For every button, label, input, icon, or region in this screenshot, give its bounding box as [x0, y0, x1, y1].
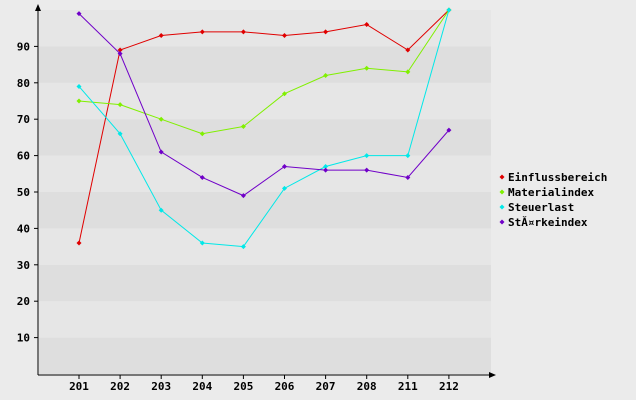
- grid-band: [39, 155, 491, 192]
- data-point: [446, 7, 452, 13]
- data-point: [199, 131, 205, 137]
- data-point: [282, 32, 287, 38]
- y-tick-label: 60: [17, 150, 30, 163]
- legend-marker: [499, 174, 505, 180]
- y-tick-label: 80: [17, 77, 30, 90]
- series-path: [78, 9, 450, 135]
- data-point: [158, 149, 164, 155]
- x-tick-label: 212: [439, 380, 459, 393]
- grid-band: [39, 82, 491, 120]
- data-point: [76, 83, 82, 89]
- data-point: [364, 22, 370, 28]
- x-tick-label: 207: [316, 380, 336, 393]
- grid-band: [39, 10, 491, 47]
- x-tick-label: 202: [110, 380, 130, 393]
- data-point: [405, 153, 411, 159]
- legend-item: Steuerlast: [499, 201, 574, 214]
- x-tick-label: 201: [69, 380, 89, 393]
- data-point: [117, 51, 123, 57]
- data-point: [323, 164, 329, 170]
- axes: [35, 4, 496, 378]
- data-point: [364, 153, 370, 159]
- legend-marker: [499, 219, 505, 225]
- data-point: [76, 240, 82, 246]
- y-tick-label: 30: [17, 259, 30, 272]
- data-point: [117, 102, 123, 108]
- data-point: [364, 167, 370, 173]
- data-point: [446, 127, 452, 133]
- data-point: [76, 11, 82, 17]
- grid-band: [39, 228, 491, 265]
- data-point: [405, 47, 411, 53]
- series-line: [76, 7, 452, 246]
- x-axis-arrow: [489, 372, 496, 378]
- legend: Einflussbereich Materialindex Steuerlast St…: [499, 171, 607, 229]
- y-tick-label: 70: [17, 113, 30, 126]
- y-tick-label: 20: [17, 295, 30, 308]
- x-ticks: 201 202 203 204 205 206 207 208 211 212: [69, 375, 459, 393]
- y-ticks: 10 20 30 40 50 60 70 80 90: [17, 40, 38, 345]
- data-point: [158, 32, 164, 38]
- series-line: [76, 7, 452, 250]
- data-point: [199, 29, 205, 35]
- data-point: [240, 29, 246, 35]
- legend-marker: [499, 204, 505, 210]
- data-point: [323, 73, 329, 79]
- grid-band: [39, 46, 491, 83]
- data-point: [282, 185, 287, 191]
- legend-item: Materialindex: [499, 186, 594, 199]
- legend-label: Einflussbereich: [508, 171, 607, 184]
- legend-label: StĂ¤rkeindex: [508, 216, 588, 229]
- y-tick-label: 90: [17, 40, 30, 53]
- data-point: [323, 29, 329, 35]
- x-tick-label: 211: [398, 380, 418, 393]
- grid-band: [39, 301, 491, 338]
- grid-band: [39, 192, 491, 229]
- data-point: [405, 69, 411, 75]
- y-tick-label: 50: [17, 186, 30, 199]
- y-tick-label: 10: [17, 332, 30, 345]
- data-point: [240, 123, 246, 129]
- series-path: [78, 13, 450, 197]
- data-point: [364, 65, 370, 71]
- grid-band: [39, 119, 491, 156]
- series-path: [78, 9, 450, 248]
- legend-label: Steuerlast: [508, 201, 574, 214]
- series-path: [78, 9, 450, 244]
- data-point: [158, 116, 164, 122]
- data-point: [117, 131, 123, 137]
- legend-item: StĂ¤rkeindex: [499, 216, 588, 229]
- series-group: [76, 7, 452, 250]
- grid-band: [39, 264, 491, 302]
- x-tick-label: 205: [233, 380, 253, 393]
- y-axis-arrow: [35, 4, 41, 11]
- legend-label: Materialindex: [508, 186, 594, 199]
- x-tick-label: 206: [275, 380, 295, 393]
- grid-band: [39, 337, 491, 374]
- x-tick-label: 204: [192, 380, 212, 393]
- series-line: [76, 11, 452, 199]
- data-point: [158, 207, 164, 213]
- data-point: [240, 193, 246, 199]
- data-point: [76, 98, 82, 104]
- x-tick-label: 208: [357, 380, 377, 393]
- x-tick-label: 203: [151, 380, 171, 393]
- data-point: [323, 167, 329, 173]
- legend-marker: [499, 189, 505, 195]
- data-point: [282, 164, 287, 170]
- data-point: [405, 174, 411, 180]
- data-point: [199, 174, 205, 180]
- y-tick-label: 40: [17, 222, 30, 235]
- data-point: [240, 244, 246, 250]
- data-point: [282, 91, 287, 97]
- legend-item: Einflussbereich: [499, 171, 607, 184]
- grid-bands: [39, 10, 491, 374]
- data-point: [117, 47, 123, 53]
- data-point: [199, 240, 205, 246]
